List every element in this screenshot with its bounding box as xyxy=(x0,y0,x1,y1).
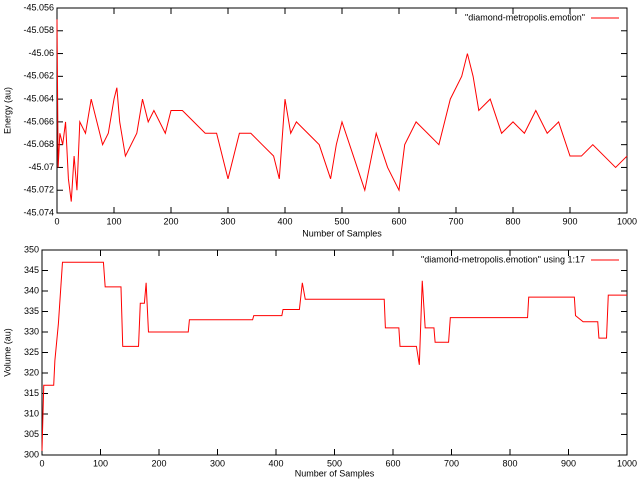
y-tick-label: 300 xyxy=(24,449,39,459)
y-tick-label: -45.064 xyxy=(23,93,54,103)
x-tick-label: 1000 xyxy=(617,458,637,468)
x-axis-label: Number of Samples xyxy=(302,228,382,238)
x-tick-label: 700 xyxy=(448,216,463,226)
x-tick-label: 900 xyxy=(562,216,577,226)
x-axis-label: Number of Samples xyxy=(295,468,375,478)
y-tick-label: -45.056 xyxy=(23,2,54,12)
y-tick-label: 350 xyxy=(24,244,39,254)
x-tick-label: 1000 xyxy=(617,216,637,226)
y-tick-label: -45.074 xyxy=(23,207,54,217)
x-tick-label: 500 xyxy=(334,216,349,226)
y-axis-label: Energy (au) xyxy=(2,87,12,134)
plot-frame xyxy=(41,249,628,456)
y-tick-label: -45.06 xyxy=(28,48,54,58)
y-tick-label: -45.068 xyxy=(23,139,54,149)
x-tick-label: 200 xyxy=(163,216,178,226)
y-tick-label: -45.07 xyxy=(28,162,54,172)
y-tick-label: 305 xyxy=(24,429,39,439)
x-tick-label: 800 xyxy=(505,216,520,226)
y-tick-label: 340 xyxy=(24,285,39,295)
y-tick-label: -45.072 xyxy=(23,185,54,195)
y-axis-label: Volume (au) xyxy=(2,328,12,377)
x-tick-label: 500 xyxy=(327,458,342,468)
x-tick-label: 300 xyxy=(220,216,235,226)
x-tick-label: 400 xyxy=(268,458,283,468)
x-tick-label: 0 xyxy=(54,216,59,226)
y-tick-label: 315 xyxy=(24,388,39,398)
y-tick-label: 320 xyxy=(24,367,39,377)
x-tick-label: 100 xyxy=(106,216,121,226)
y-tick-label: 345 xyxy=(24,265,39,275)
x-tick-label: 400 xyxy=(277,216,292,226)
legend-label: "diamond-metropolis.emotion" using 1:17 xyxy=(421,254,585,264)
y-tick-label: 325 xyxy=(24,347,39,357)
y-tick-label: 310 xyxy=(24,408,39,418)
x-tick-label: 700 xyxy=(444,458,459,468)
y-tick-label: -45.062 xyxy=(23,71,54,81)
plot-frame xyxy=(56,7,628,214)
y-tick-label: -45.058 xyxy=(23,25,54,35)
x-tick-label: 600 xyxy=(391,216,406,226)
x-tick-label: 600 xyxy=(385,458,400,468)
x-tick-label: 300 xyxy=(210,458,225,468)
data-line xyxy=(56,19,628,202)
x-tick-label: 200 xyxy=(151,458,166,468)
y-tick-label: 330 xyxy=(24,326,39,336)
y-tick-label: -45.066 xyxy=(23,116,54,126)
y-tick-label: 335 xyxy=(24,306,39,316)
data-line xyxy=(41,261,627,451)
legend-label: "diamond-metropolis.emotion" xyxy=(465,12,585,22)
x-tick-label: 100 xyxy=(93,458,108,468)
x-tick-label: 800 xyxy=(502,458,517,468)
x-tick-label: 900 xyxy=(561,458,576,468)
x-tick-label: 0 xyxy=(39,458,44,468)
